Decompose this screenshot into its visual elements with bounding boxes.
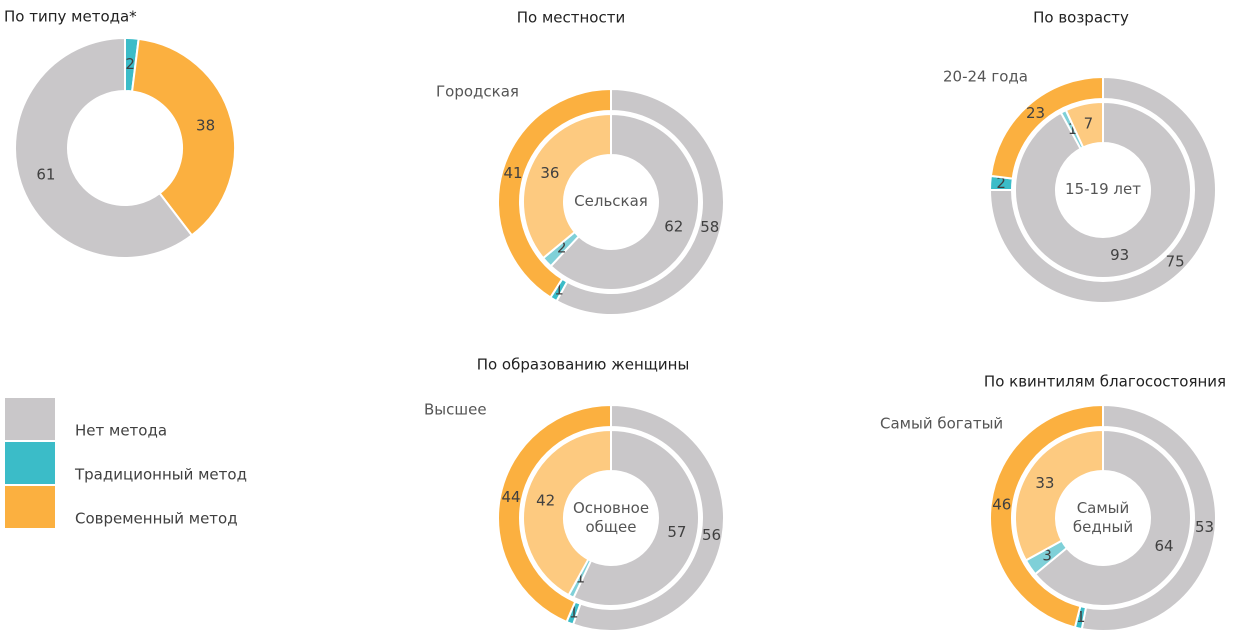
- data-label: 46: [992, 496, 1011, 514]
- center-label-box: 15-19 лет: [1065, 180, 1141, 199]
- donut-slice: [989, 75, 1104, 180]
- legend-label: Современный метод: [75, 510, 238, 528]
- data-label: 58: [700, 218, 719, 236]
- chart-title: По образованию женщины: [477, 356, 690, 374]
- series-name: Сельская: [574, 192, 648, 211]
- donut-slice: [572, 428, 700, 607]
- data-label: 57: [667, 523, 686, 541]
- donut-slice: [1014, 100, 1192, 279]
- data-label: 3: [1042, 546, 1052, 564]
- series-name: Основное общее: [572, 498, 650, 537]
- data-label: 75: [1166, 253, 1185, 271]
- data-label: 61: [36, 165, 55, 183]
- donut-slice: [1033, 428, 1192, 607]
- center-label-box: Самый бедный: [1072, 498, 1134, 537]
- legend-swatch: [5, 442, 55, 484]
- donut-slice: [988, 75, 1217, 304]
- data-label: 44: [502, 488, 521, 506]
- data-label: 93: [1110, 246, 1129, 264]
- donut-slice: [555, 87, 725, 316]
- center-label-box: Сельская: [574, 192, 648, 211]
- legend-label: Нет метода: [75, 422, 167, 440]
- data-label: 1: [1068, 120, 1078, 138]
- series-name: 15-19 лет: [1065, 180, 1141, 199]
- data-label: 53: [1195, 518, 1214, 536]
- legend-swatch: [5, 486, 55, 528]
- center-label-box: Основное общее: [572, 498, 650, 537]
- series-name: Высшее: [424, 401, 487, 419]
- donut-slice: [989, 403, 1104, 629]
- data-label: 2: [557, 239, 567, 257]
- chart-title: По квинтилям благосостояния: [984, 373, 1226, 391]
- data-label: 1: [569, 603, 579, 621]
- data-label: 56: [702, 526, 721, 544]
- data-label: 2: [996, 174, 1006, 192]
- series-name: Самый богатый: [880, 415, 1003, 433]
- data-label: 64: [1155, 537, 1174, 555]
- data-label: 23: [1026, 104, 1045, 122]
- data-label: 38: [196, 117, 215, 135]
- chart-title: По типу метода*: [4, 8, 137, 26]
- series-name: Самый бедный: [1072, 498, 1134, 537]
- donut-slice: [522, 112, 612, 260]
- legend-label: Традиционный метод: [74, 466, 247, 484]
- donut-slice: [497, 87, 612, 299]
- donut-slice: [1014, 428, 1104, 562]
- data-label: 62: [664, 217, 683, 235]
- data-label: 1: [554, 280, 564, 298]
- data-label: 36: [540, 164, 559, 182]
- donut-slice: [549, 112, 700, 291]
- donut-slice: [14, 36, 194, 259]
- chart-title: По возрасту: [1033, 9, 1129, 27]
- data-label: 1: [576, 569, 586, 587]
- series-name: 20-24 года: [943, 68, 1028, 86]
- donut-slice: [130, 37, 236, 237]
- data-label: 33: [1035, 474, 1054, 492]
- data-label: 42: [536, 492, 555, 510]
- donut-slice: [1064, 100, 1104, 149]
- data-label: 7: [1084, 115, 1094, 133]
- donut-slice: [571, 403, 725, 632]
- data-label: 41: [504, 164, 523, 182]
- series-name: Городская: [436, 83, 519, 101]
- donut-slice: [497, 403, 612, 624]
- chart-title: По местности: [517, 9, 625, 27]
- data-label: 2: [125, 55, 135, 73]
- legend-swatch: [5, 398, 55, 440]
- donut-slice: [522, 428, 612, 597]
- data-label: 1: [1076, 608, 1086, 626]
